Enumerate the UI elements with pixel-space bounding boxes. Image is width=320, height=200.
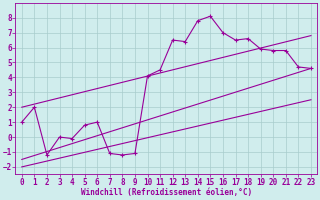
X-axis label: Windchill (Refroidissement éolien,°C): Windchill (Refroidissement éolien,°C) — [81, 188, 252, 197]
